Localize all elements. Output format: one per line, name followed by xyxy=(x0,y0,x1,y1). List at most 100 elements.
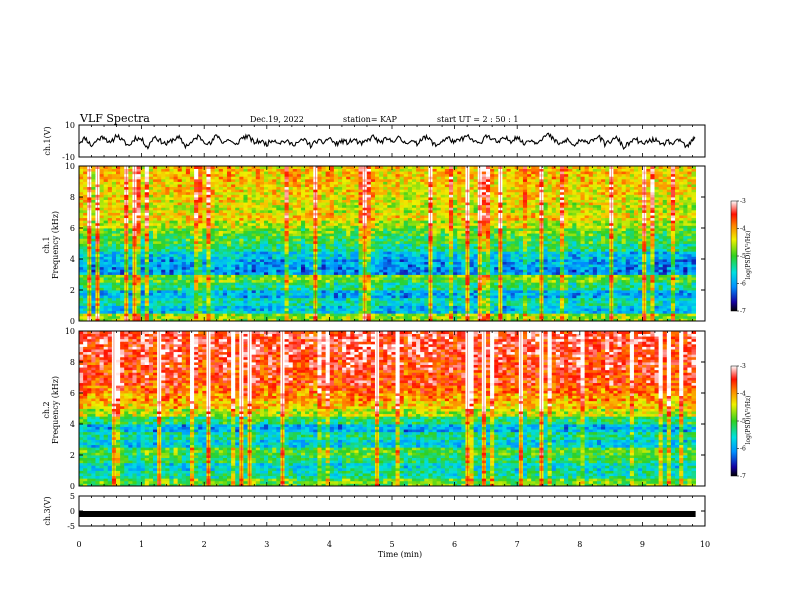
ch1-spectrogram-cell xyxy=(625,297,631,301)
ch1-spectrogram-cell xyxy=(305,290,310,293)
ch1-spectrogram-cell xyxy=(572,243,577,247)
ch1-spectrogram-cell xyxy=(235,251,240,255)
ch1-spectrogram-cell xyxy=(453,271,458,275)
ch1-spectrogram-cell xyxy=(120,318,125,322)
ch1-spectrogram-cell xyxy=(543,248,549,252)
ch1-spectrogram-cell xyxy=(580,308,586,312)
ch1-spectrogram-cell xyxy=(181,261,187,265)
ch1-spectrogram-cell xyxy=(448,253,454,257)
ch1-spectrogram-cell xyxy=(588,256,594,260)
ch1-spectrogram-cell xyxy=(370,305,376,309)
ch1-spectrogram-cell xyxy=(683,269,688,273)
ch1-spectrogram-cell xyxy=(666,302,672,306)
ch1-spectrogram-cell xyxy=(235,253,240,257)
ch1-spectrogram-cell xyxy=(235,271,240,275)
ch1-spectrogram-cell xyxy=(638,246,643,250)
ch1-spectrogram-cell xyxy=(120,287,125,291)
ch1-spectrogram-cell xyxy=(337,243,343,247)
ch1-spectrogram-cell xyxy=(288,287,294,291)
ch1-spectrogram-cell xyxy=(222,259,228,262)
ch1-spectrogram-cell xyxy=(675,295,680,299)
ch1-spectrogram-cell xyxy=(564,274,569,278)
ch1-spectrogram-cell xyxy=(99,313,105,317)
ch1-spectrogram-cell xyxy=(329,243,335,247)
ch1-spectrogram-cell xyxy=(683,284,688,288)
ch1-spectrogram-cell xyxy=(379,292,384,296)
ch1-spectrogram-cell xyxy=(210,295,216,299)
ch1-spectrogram-cell xyxy=(543,266,549,270)
ch1-spectrogram-cell xyxy=(165,240,170,244)
ch1-spectrogram-cell xyxy=(461,240,466,244)
ch1-spectrogram-cell xyxy=(629,253,635,257)
ch1-spectrogram-cell xyxy=(165,295,170,299)
ch1-spectrogram-cell xyxy=(555,248,561,252)
ch1-spectrogram-cell xyxy=(235,246,240,250)
ch1-spectrogram-cell xyxy=(646,297,651,301)
ch1-spectrogram-cell xyxy=(646,240,651,244)
ch1-spectrogram-cell xyxy=(638,310,643,314)
ch1-spectrogram-cell xyxy=(469,292,475,296)
ch1-spectrogram-cell xyxy=(687,266,692,270)
ch1-spectrogram-cell xyxy=(584,259,590,262)
ch1-spectrogram-cell xyxy=(683,243,688,247)
ch1-spectrogram-cell xyxy=(621,261,627,265)
ch1-spectrogram-cell xyxy=(189,313,195,317)
ch1-spectrogram-cell xyxy=(481,271,487,275)
ch1-spectrogram-cell xyxy=(210,259,216,262)
ch1-spectrogram-cell xyxy=(444,302,450,306)
ch1-spectrogram-cell xyxy=(510,310,516,314)
ch1-spectrogram-cell xyxy=(280,248,285,252)
ch1-spectrogram-cell xyxy=(440,318,446,322)
ch1-spectrogram-cell xyxy=(621,315,627,319)
ch1-spectrogram-cell xyxy=(120,308,125,312)
ch1-spectrogram-cell xyxy=(572,318,577,322)
ch1-spectrogram-cell xyxy=(247,295,253,299)
ch1-spectrogram-cell xyxy=(568,277,573,281)
ch1-spectrogram-cell xyxy=(169,300,174,304)
ch1-spectrogram-cell xyxy=(687,264,692,268)
ch1-spectrogram-cell xyxy=(461,246,466,250)
ch1-spectrogram-cell xyxy=(235,277,240,281)
ch1-spectrogram-cell xyxy=(436,240,442,244)
ch1-spectrogram-cell xyxy=(284,266,290,270)
ch1-spectrogram-cell xyxy=(469,305,475,309)
ch1-spectrogram-cell xyxy=(346,259,351,262)
ch1-spectrogram-cell xyxy=(584,290,590,293)
ch1-spectrogram-cell xyxy=(551,308,557,312)
ch1-spectrogram-cell xyxy=(325,243,331,247)
ch1-spectrogram-cell xyxy=(490,290,495,293)
ch1-spectrogram-cell xyxy=(469,248,475,252)
ch1-spectrogram-cell xyxy=(576,308,581,312)
ch1-spectrogram-cell xyxy=(453,308,458,312)
ch1-spectrogram-cell xyxy=(592,295,598,299)
ch1-spectrogram-cell xyxy=(638,305,643,309)
ch1-spectrogram-cell xyxy=(128,235,133,239)
ch1-spectrogram-cell xyxy=(181,264,187,268)
ch1-spectrogram-cell xyxy=(305,246,310,250)
ch1-spectrogram-cell xyxy=(506,266,512,270)
ch1-spectrogram-cell xyxy=(111,287,117,291)
date-label: Dec.19, 2022 xyxy=(250,115,304,124)
ch1-spectrogram-cell xyxy=(198,313,203,317)
ch1-spectrogram-cell xyxy=(296,253,302,257)
ch1-spectrogram-cell xyxy=(111,264,117,268)
ch1-spectrogram-cell xyxy=(448,279,454,283)
ch1-spectrogram-cell xyxy=(403,295,409,299)
ch1-spectrogram-cell xyxy=(218,318,224,322)
ch1-spectrogram-cell xyxy=(173,279,179,283)
ch1-spectrogram-cell xyxy=(518,302,524,306)
ch1-spectrogram-heatmap xyxy=(79,166,697,322)
ch1-spectrogram-cell xyxy=(144,246,150,250)
ch1-spectrogram-cell xyxy=(646,248,651,252)
ch1-spectrogram-cell xyxy=(226,290,232,293)
ch1-spectrogram-cell xyxy=(675,313,680,317)
ch1-spectrogram-cell xyxy=(169,282,174,286)
ch1-spectrogram-cell xyxy=(391,271,396,275)
ch1-spectrogram-cell xyxy=(165,277,170,281)
ch1-spectrogram-cell xyxy=(317,295,322,299)
ch1-spectrogram-cell xyxy=(485,277,491,281)
ch1-spectrogram-cell xyxy=(272,261,277,265)
ch1-spectrogram-cell xyxy=(440,295,446,299)
ch1-spectrogram-cell xyxy=(206,269,211,273)
ch1-spectrogram-cell xyxy=(325,282,331,286)
